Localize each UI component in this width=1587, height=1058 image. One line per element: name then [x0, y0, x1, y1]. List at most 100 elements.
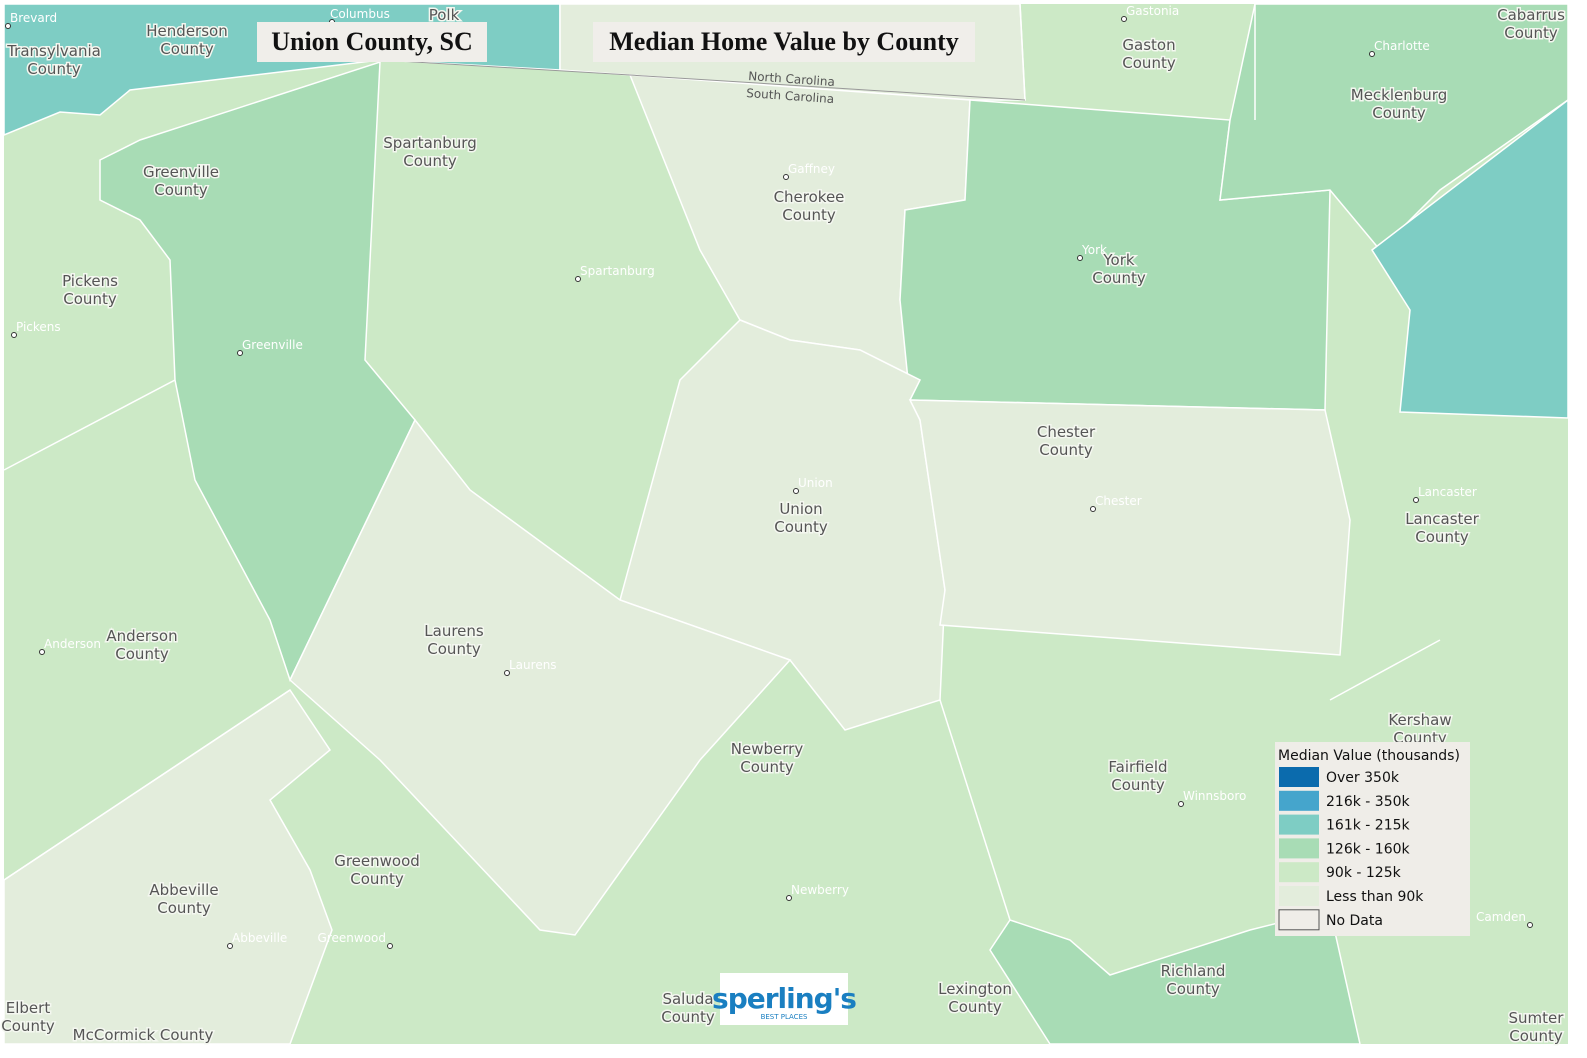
- county-border: [3, 379, 176, 471]
- county-label: Greenwood County: [334, 852, 420, 888]
- legend-label: 216k - 350k: [1326, 794, 1411, 810]
- city-dot: [387, 943, 393, 949]
- county-label-line: Abbeville: [149, 881, 218, 899]
- city-dot: [504, 670, 510, 676]
- county-label: Kershaw County: [1388, 711, 1451, 747]
- county-label-line: County: [1509, 1027, 1563, 1045]
- county-label-line: County: [115, 645, 169, 663]
- legend-swatch: [1278, 909, 1320, 931]
- county-label: Gaston County: [1122, 36, 1176, 72]
- county-label-line: McCormick County: [73, 1026, 214, 1044]
- city-dot: [11, 332, 17, 338]
- state-border: [379, 59, 1026, 101]
- county-region: [989, 909, 1361, 1045]
- county-label-line: Polk: [429, 6, 460, 24]
- county-label-line: County: [1, 1017, 55, 1035]
- county-label-line: Gaston: [1122, 36, 1175, 54]
- city-label: Union: [798, 476, 833, 490]
- county-label-line: Anderson: [106, 627, 177, 645]
- county-label: York County: [1092, 251, 1146, 287]
- legend-label: Over 350k: [1326, 770, 1400, 786]
- county-label-line: Newberry: [731, 740, 804, 758]
- city-dot: [786, 895, 792, 901]
- county-label: Polk: [429, 6, 460, 24]
- county-label-line: Sumter: [1509, 1009, 1565, 1027]
- county-label: Sumter County: [1509, 1009, 1565, 1045]
- city-dot: [1090, 506, 1096, 512]
- city-label: Greenville: [242, 338, 303, 352]
- city-dot: [1413, 497, 1419, 503]
- county-label: Richland County: [1161, 962, 1226, 998]
- state-label: North Carolina: [748, 69, 836, 89]
- county-label-line: County: [661, 1008, 715, 1026]
- legend-label: Less than 90k: [1326, 889, 1424, 905]
- logo-box: [720, 973, 848, 1025]
- county-label-line: Chester: [1037, 423, 1096, 441]
- city-label: Spartanburg: [580, 264, 655, 278]
- city-dot: [1527, 922, 1533, 928]
- legend: Median Value (thousands) Over 350k 216k - …: [1275, 742, 1470, 936]
- city-dot: [783, 174, 789, 180]
- county-label-line: County: [1111, 776, 1165, 794]
- city-dot: [1369, 51, 1375, 57]
- city-dot: [5, 23, 11, 29]
- legend-label: 126k - 160k: [1326, 841, 1411, 857]
- county-label-line: Kershaw: [1388, 711, 1451, 729]
- county-border: [939, 699, 1011, 921]
- county-label: Transylvania County: [6, 42, 101, 78]
- city-dot: [575, 276, 581, 282]
- county-label-line: Greenville: [143, 163, 219, 181]
- city-dot: [39, 649, 45, 655]
- county-label-line: County: [427, 640, 481, 658]
- county-label-line: County: [1122, 54, 1176, 72]
- county-label-line: County: [740, 758, 794, 776]
- legend-swatch: [1279, 862, 1319, 883]
- county-label: Cherokee County: [774, 188, 845, 224]
- county-region: [3, 688, 333, 1045]
- county-label: Greenville County: [143, 163, 219, 199]
- county-label-line: Fairfield: [1108, 758, 1167, 776]
- county-label: Lancaster County: [1405, 510, 1479, 546]
- subtitle: Median Home Value by County: [609, 27, 959, 56]
- city-dot: [237, 350, 243, 356]
- title: Union County, SC: [271, 27, 473, 56]
- county-label: Abbeville County: [149, 881, 218, 917]
- county-label-line: County: [1504, 24, 1558, 42]
- city-label: Gaffney: [788, 162, 835, 176]
- county-label-line: Laurens: [424, 622, 484, 640]
- county-label: Laurens County: [424, 622, 484, 658]
- legend-title: Median Value (thousands): [1278, 748, 1460, 764]
- city-label: Gastonia: [1126, 4, 1179, 18]
- county-label-line: Richland: [1161, 962, 1226, 980]
- county-label-line: County: [157, 899, 211, 917]
- county-label: Chester County: [1037, 423, 1096, 459]
- city-label: Lancaster: [1418, 485, 1477, 499]
- state-label: South Carolina: [746, 86, 835, 106]
- county-label-line: Union: [779, 500, 822, 518]
- county-label-line: York: [1102, 251, 1135, 269]
- county-label-line: County: [403, 152, 457, 170]
- county-label: Lexington County: [938, 980, 1012, 1016]
- county-label-line: Lexington: [938, 980, 1012, 998]
- county-label-line: County: [63, 290, 117, 308]
- city-dot: [793, 488, 799, 494]
- title-box: [257, 22, 487, 62]
- county-label-line: Mecklenburg: [1351, 86, 1447, 104]
- county-label-line: County: [1166, 980, 1220, 998]
- county-label: Newberry County: [731, 740, 804, 776]
- county-label-line: County: [160, 40, 214, 58]
- county-label-line: County: [1092, 269, 1146, 287]
- county-label-line: County: [154, 181, 208, 199]
- logo-name: sperling's: [712, 982, 856, 1015]
- legend-label: 161k - 215k: [1326, 818, 1411, 834]
- county-label-line: Spartanburg: [383, 134, 476, 152]
- county-label: McCormick County: [73, 1026, 214, 1044]
- county-label-line: Cabarrus: [1497, 6, 1565, 24]
- city-label: Pickens: [16, 320, 61, 334]
- county-label: Henderson County: [146, 22, 227, 58]
- subtitle-box: [593, 22, 975, 62]
- county-label-line: Elbert: [6, 999, 51, 1017]
- county-label: Mecklenburg County: [1351, 86, 1447, 122]
